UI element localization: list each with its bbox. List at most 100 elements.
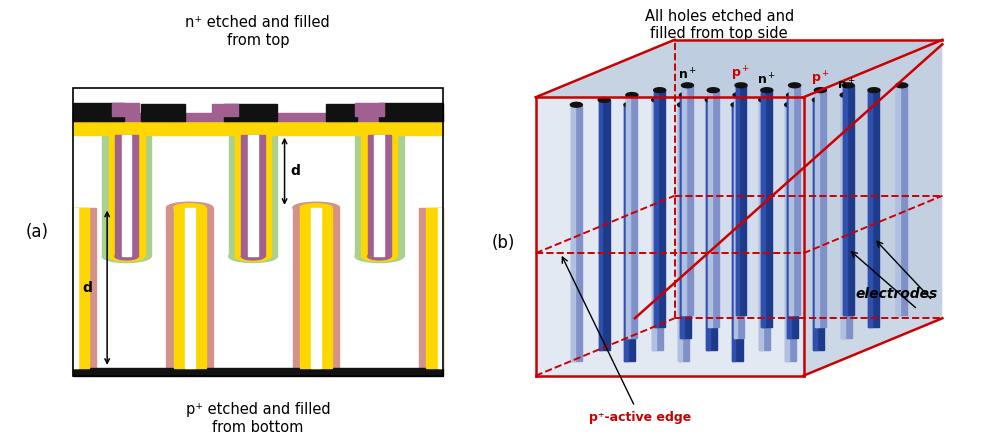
Ellipse shape [228, 250, 278, 263]
Bar [73, 88, 442, 376]
Text: n$^+$: n$^+$ [678, 68, 697, 83]
Bar [108, 135, 145, 256]
Bar [735, 85, 739, 315]
Ellipse shape [896, 83, 908, 88]
Bar [355, 103, 384, 116]
Text: (a): (a) [25, 223, 49, 241]
Bar [654, 90, 658, 327]
Ellipse shape [680, 92, 691, 97]
Ellipse shape [731, 102, 743, 107]
Bar [842, 85, 853, 315]
Bar [73, 103, 124, 121]
Bar [706, 100, 716, 350]
Bar [760, 100, 763, 350]
Bar [211, 104, 238, 116]
Ellipse shape [707, 88, 719, 92]
Bar [786, 105, 796, 361]
Bar [679, 105, 682, 361]
Ellipse shape [785, 102, 797, 107]
Ellipse shape [235, 251, 271, 261]
Ellipse shape [678, 102, 689, 107]
Bar [841, 95, 844, 338]
Bar [735, 85, 746, 315]
Bar [115, 135, 138, 256]
Ellipse shape [361, 251, 398, 261]
Ellipse shape [733, 92, 745, 97]
Bar [235, 135, 271, 256]
Bar [812, 100, 823, 350]
Bar [732, 105, 742, 361]
Text: p⁺-active edge: p⁺-active edge [588, 411, 691, 424]
Bar [815, 90, 825, 327]
Text: n$^+$: n$^+$ [757, 72, 777, 88]
Text: (b): (b) [492, 234, 515, 252]
Bar [228, 135, 278, 256]
Bar [102, 135, 151, 256]
Bar [732, 105, 735, 361]
Bar [897, 85, 900, 315]
Text: All holes etched and
filled from top side: All holes etched and filled from top sid… [645, 9, 794, 41]
Bar [869, 90, 872, 327]
Bar [679, 105, 688, 361]
Bar [122, 135, 131, 256]
Text: n$^+$: n$^+$ [836, 77, 856, 93]
Bar [897, 85, 908, 315]
Bar [73, 208, 96, 368]
Bar [707, 90, 718, 327]
Bar [815, 90, 818, 327]
Bar [311, 208, 321, 368]
Ellipse shape [570, 102, 582, 107]
Ellipse shape [115, 253, 138, 260]
Bar [73, 208, 78, 368]
Ellipse shape [368, 253, 391, 260]
Bar [788, 95, 799, 338]
Bar [653, 100, 663, 350]
Bar [570, 105, 574, 361]
Bar [842, 85, 846, 315]
Bar [599, 100, 609, 350]
Bar [355, 135, 404, 256]
Ellipse shape [624, 102, 636, 107]
Ellipse shape [108, 251, 145, 261]
Bar [379, 103, 442, 121]
Ellipse shape [759, 97, 771, 102]
Bar [73, 208, 89, 368]
Bar [73, 368, 442, 376]
Ellipse shape [761, 88, 773, 92]
Bar [627, 95, 630, 338]
Polygon shape [675, 40, 942, 318]
Ellipse shape [812, 97, 824, 102]
Bar [653, 100, 656, 350]
Ellipse shape [868, 88, 880, 92]
Ellipse shape [355, 250, 404, 263]
Bar [682, 85, 692, 315]
Text: d: d [291, 164, 301, 178]
Polygon shape [536, 97, 804, 376]
Ellipse shape [241, 253, 265, 260]
Bar [654, 90, 665, 327]
Bar [437, 208, 442, 368]
Ellipse shape [102, 250, 151, 263]
Bar [293, 208, 339, 368]
Ellipse shape [789, 83, 801, 88]
Polygon shape [536, 40, 942, 97]
Text: p$^+$: p$^+$ [731, 65, 751, 83]
Ellipse shape [167, 202, 213, 213]
Ellipse shape [682, 83, 693, 88]
Bar [734, 95, 744, 338]
Ellipse shape [293, 202, 339, 213]
Ellipse shape [814, 88, 826, 92]
Bar [248, 135, 258, 256]
Bar [368, 135, 391, 256]
Bar [627, 95, 637, 338]
Bar [301, 208, 332, 368]
Bar [681, 95, 690, 338]
Bar [625, 105, 628, 361]
Bar [762, 90, 765, 327]
Bar [73, 88, 442, 376]
Bar [241, 135, 265, 256]
Bar [734, 95, 737, 338]
Text: d: d [83, 281, 92, 295]
Bar [73, 121, 442, 135]
Bar [420, 208, 442, 368]
